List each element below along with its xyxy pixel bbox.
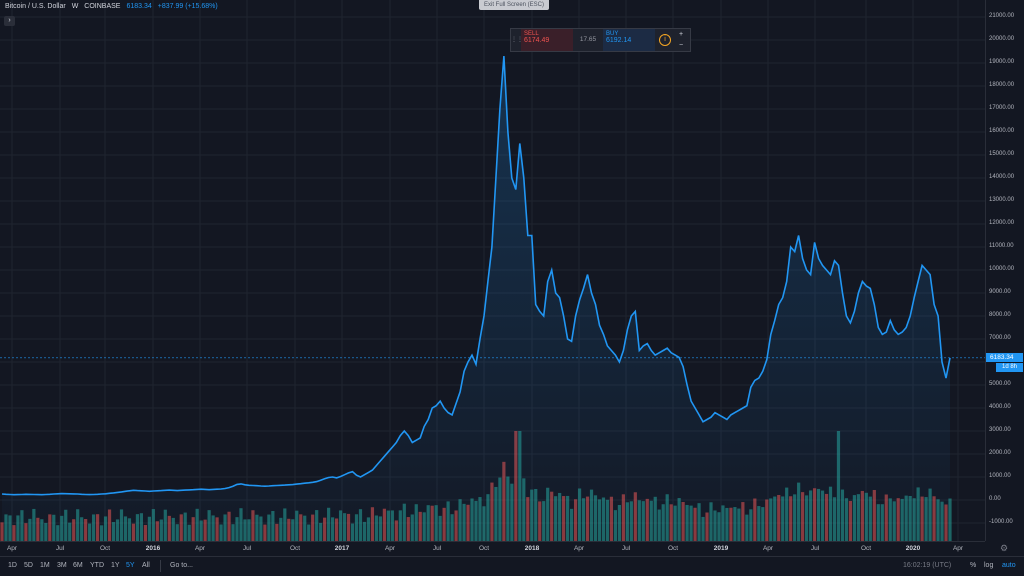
price-axis[interactable]: 21000.00 20000.00 19000.00 18000.00 17000.00… xyxy=(985,0,1024,541)
sell-button[interactable]: SELL 6174.49 xyxy=(521,29,573,51)
gear-icon[interactable]: ⚙ xyxy=(1000,543,1009,553)
plus-icon[interactable]: + xyxy=(678,31,684,38)
info-button[interactable]: i xyxy=(655,29,675,51)
trade-panel: ⋮⋮ SELL 6174.49 17.65 BUY 6192.14 i + − xyxy=(510,28,691,52)
range-button-all[interactable]: All xyxy=(142,562,150,569)
time-tick-label: Jul xyxy=(621,545,631,552)
price-tick-label: 3000.00 xyxy=(989,427,1011,433)
symbol-name[interactable]: Bitcoin / U.S. Dollar xyxy=(5,3,66,10)
time-tick-label: 2019 xyxy=(713,545,729,552)
price-line xyxy=(1,56,951,496)
price-area xyxy=(2,56,950,541)
spread-value: 17.65 xyxy=(579,36,597,43)
price-tick-label: 20000.00 xyxy=(989,36,1015,42)
time-tick-label: Apr xyxy=(573,545,585,552)
time-tick-label: Oct xyxy=(860,545,872,552)
price-tick-label: 21000.00 xyxy=(989,13,1015,19)
exit-fullscreen-button[interactable]: Exit Full Screen (ESC) xyxy=(479,0,549,10)
price-tick-label: 18000.00 xyxy=(989,82,1015,88)
bottom-toolbar: Go to... 16:02:19 (UTC) % log auto 1D 5D 1… xyxy=(0,556,1024,576)
buy-label: BUY xyxy=(606,31,619,37)
volume-bar xyxy=(0,522,4,541)
chart-header: Bitcoin / U.S. Dollar W COINBASE 6183.34… xyxy=(5,3,218,10)
range-button-1m[interactable]: 1M xyxy=(40,562,50,569)
time-tick-label: 2020 xyxy=(905,545,921,552)
goto-button[interactable]: Go to... xyxy=(170,562,193,569)
price-change: +837.99 (+15.68%) xyxy=(157,3,218,10)
price-tick-label: 15000.00 xyxy=(989,151,1015,157)
time-tick-label: Jul xyxy=(55,545,65,552)
expand-legend-button[interactable]: › xyxy=(4,16,15,26)
time-tick-label: Oct xyxy=(478,545,490,552)
percent-toggle[interactable]: % xyxy=(970,562,977,569)
time-tick-label: Apr xyxy=(194,545,206,552)
price-tick-label: 13000.00 xyxy=(989,197,1015,203)
log-toggle[interactable]: log xyxy=(984,562,994,569)
price-tick-label: 17000.00 xyxy=(989,105,1015,111)
interval-label[interactable]: W xyxy=(71,3,79,10)
price-tick-label: 11000.00 xyxy=(989,243,1014,249)
price-tick-label: 0.00 xyxy=(989,496,1001,502)
bar-countdown-label: 1d 8h xyxy=(996,362,1023,372)
range-button-3m[interactable]: 3M xyxy=(57,562,67,569)
sell-price: 6174.49 xyxy=(524,37,550,44)
current-price-label: 6183.34 xyxy=(986,353,1023,363)
time-tick-label: Apr xyxy=(6,545,18,552)
buy-price: 6192.14 xyxy=(606,37,632,44)
time-axis[interactable]: Apr Jul Oct 2016 Apr Jul Oct 2017 Apr Jul Oct 2018 A… xyxy=(0,541,985,555)
time-tick-label: Jul xyxy=(242,545,252,552)
auto-toggle[interactable]: auto xyxy=(1002,562,1016,569)
price-tick-label: 7000.00 xyxy=(989,335,1011,341)
time-tick-label: Jul xyxy=(810,545,820,552)
minus-icon[interactable]: − xyxy=(678,42,684,49)
chart-area[interactable] xyxy=(0,0,985,541)
price-chart[interactable] xyxy=(0,0,985,541)
price-tick-label: 16000.00 xyxy=(989,128,1015,134)
time-tick-label: Apr xyxy=(952,545,964,552)
range-button-6m[interactable]: 6M xyxy=(73,562,83,569)
buy-button[interactable]: BUY 6192.14 xyxy=(603,29,655,51)
range-button-1y[interactable]: 1Y xyxy=(111,562,120,569)
price-tick-label: 10000.00 xyxy=(989,266,1015,272)
time-tick-label: Jul xyxy=(432,545,442,552)
last-price: 6183.34 xyxy=(126,3,152,10)
price-tick-label: 8000.00 xyxy=(989,312,1011,318)
price-tick-label: 4000.00 xyxy=(989,404,1011,410)
price-tick-label: 2000.00 xyxy=(989,450,1011,456)
sell-label: SELL xyxy=(524,31,539,37)
price-tick-label: 1000.00 xyxy=(989,473,1011,479)
time-tick-label: Oct xyxy=(667,545,679,552)
quantity-stepper: + − xyxy=(675,29,687,51)
price-tick-label: -1000.00 xyxy=(989,519,1013,525)
price-tick-label: 9000.00 xyxy=(989,289,1011,295)
price-tick-label: 5000.00 xyxy=(989,381,1011,387)
time-tick-label: 2017 xyxy=(334,545,350,552)
time-tick-label: Apr xyxy=(384,545,396,552)
time-tick-label: 2016 xyxy=(145,545,161,552)
range-button-5d[interactable]: 5D xyxy=(24,562,33,569)
toolbar-divider xyxy=(160,560,161,572)
utc-clock[interactable]: 16:02:19 (UTC) xyxy=(903,562,952,569)
price-tick-label: 19000.00 xyxy=(989,59,1015,65)
price-tick-label: 12000.00 xyxy=(989,220,1015,226)
range-button-ytd[interactable]: YTD xyxy=(90,562,104,569)
price-tick-label: 14000.00 xyxy=(989,174,1015,180)
drag-handle-icon[interactable]: ⋮⋮ xyxy=(511,37,523,43)
time-tick-label: 2018 xyxy=(524,545,540,552)
time-tick-label: Oct xyxy=(99,545,111,552)
range-button-1d[interactable]: 1D xyxy=(8,562,17,569)
exchange-label: COINBASE xyxy=(84,3,121,10)
time-tick-label: Oct xyxy=(289,545,301,552)
range-button-5y[interactable]: 5Y xyxy=(126,562,135,569)
info-icon: i xyxy=(659,34,671,46)
chevron-right-icon: › xyxy=(8,17,11,24)
time-tick-label: Apr xyxy=(762,545,774,552)
